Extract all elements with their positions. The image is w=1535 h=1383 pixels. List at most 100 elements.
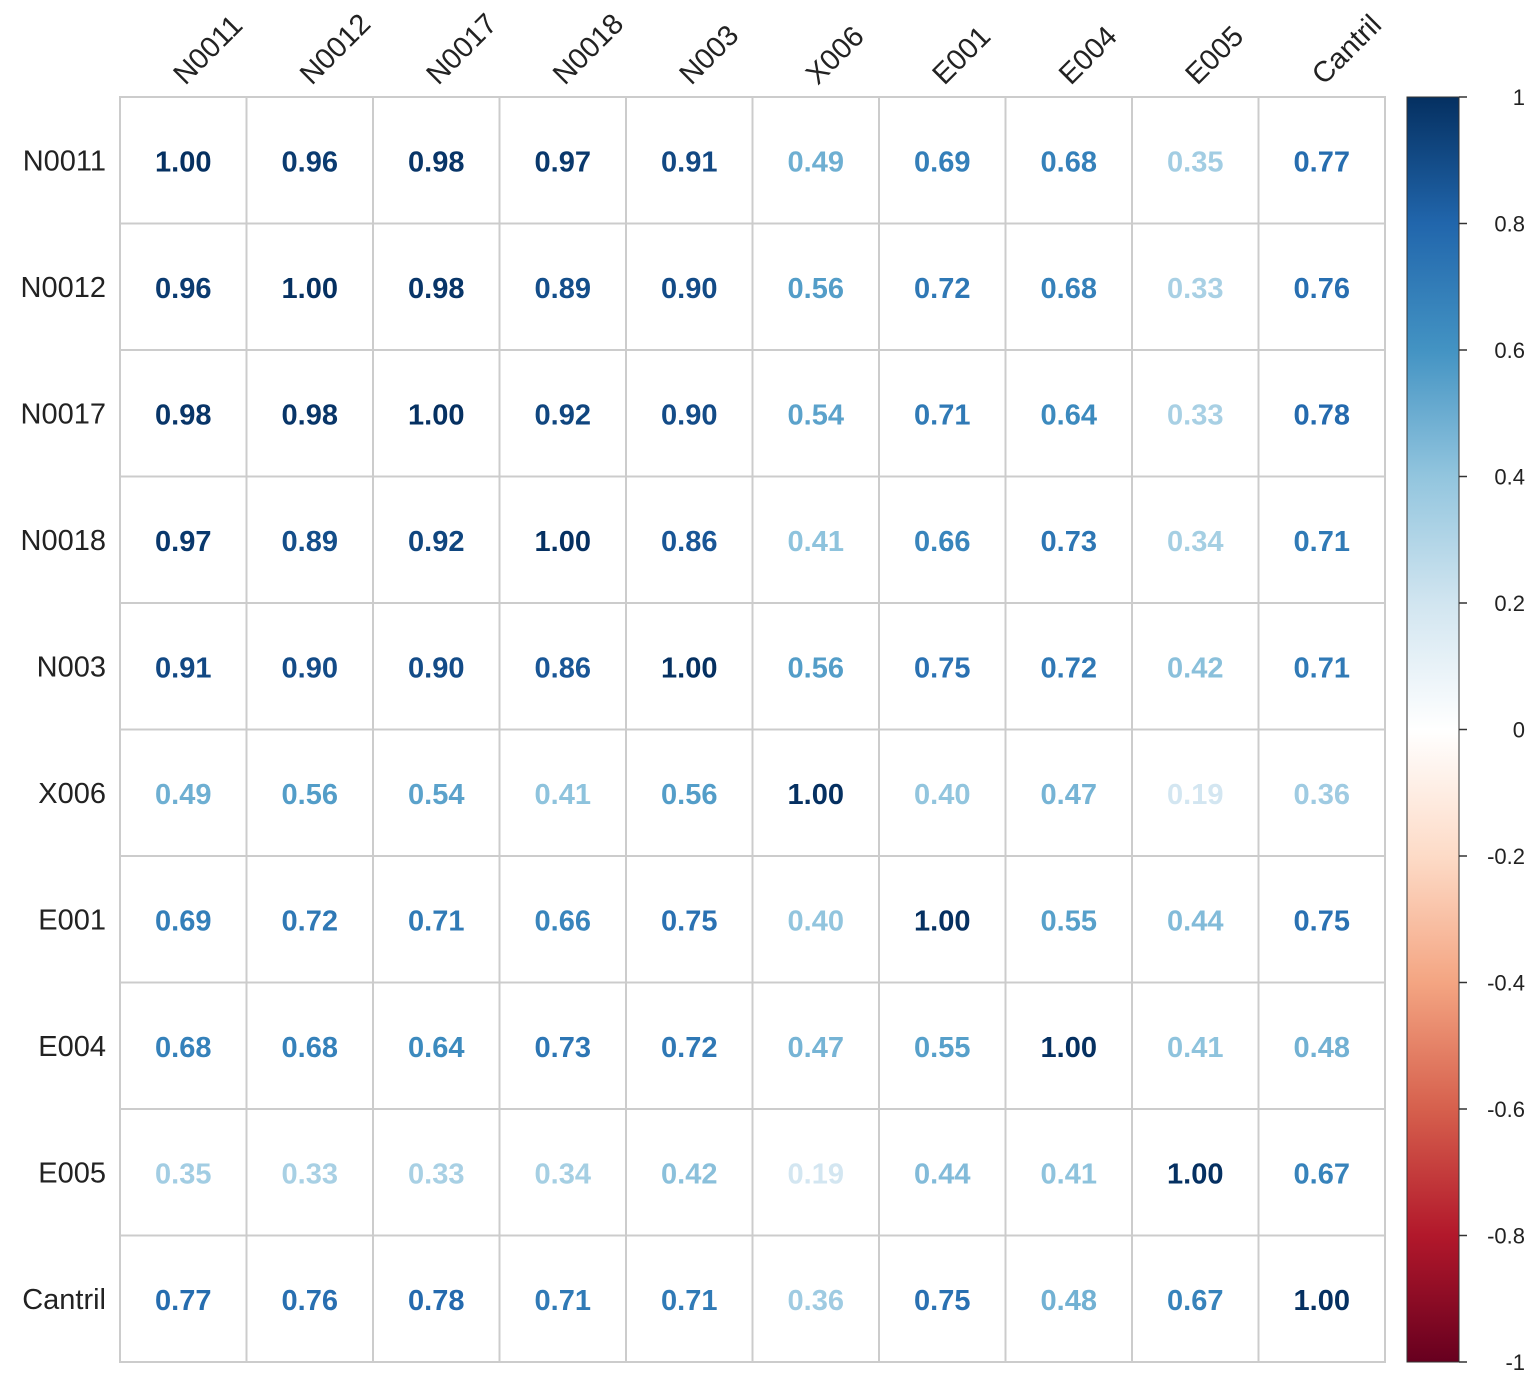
cell-value-label: 0.33 (1167, 399, 1223, 431)
cell-value-label: 0.72 (914, 273, 970, 305)
heatmap-cell (245, 96, 374, 225)
cell-value-label: 0.71 (914, 399, 970, 431)
cell-value-label: 0.72 (661, 1032, 717, 1064)
cell-value-label: 0.98 (408, 273, 464, 305)
heatmap-cell (751, 96, 880, 225)
heatmap-cell (372, 1108, 501, 1237)
cell-value-label: 0.71 (535, 1285, 591, 1317)
cell-value-label: 0.40 (914, 779, 970, 811)
heatmap-cell (1004, 222, 1133, 351)
cell-value-label: 0.64 (408, 1032, 464, 1064)
cell-value-label: 0.41 (788, 526, 844, 558)
heatmap-cell (245, 1234, 374, 1363)
heatmap-cell (245, 222, 374, 351)
cell-value-label: 0.48 (1041, 1285, 1097, 1317)
heatmap-cell (1004, 96, 1133, 225)
column-label: X006 (800, 20, 871, 91)
cell-value-label: 0.86 (535, 652, 591, 684)
cell-value-label: 0.75 (661, 905, 717, 937)
cell-value-label: 0.97 (535, 146, 591, 178)
heatmap-cell (372, 1234, 501, 1363)
cell-value-label: 0.90 (661, 399, 717, 431)
heatmap-cell (878, 1234, 1007, 1363)
colorbar-tick-label: -1 (1505, 1350, 1525, 1375)
cell-value-label: 0.33 (408, 1158, 464, 1190)
cell-value-label: 0.67 (1294, 1158, 1350, 1190)
heatmap-cell (751, 1234, 880, 1363)
cell-value-label: 0.56 (788, 273, 844, 305)
column-label: N0011 (168, 9, 250, 91)
heatmap-cell (1004, 855, 1133, 984)
cell-value-label: 0.49 (155, 779, 211, 811)
heatmap-cell (372, 981, 501, 1110)
cell-value-label: 0.44 (1167, 905, 1223, 937)
heatmap-cell (1257, 1234, 1386, 1363)
cell-value-label: 0.76 (282, 1285, 338, 1317)
cell-value-label: 0.48 (1294, 1032, 1350, 1064)
cell-value-label: 1.00 (282, 273, 338, 305)
heatmap-cell (372, 96, 501, 225)
cell-value-label: 1.00 (535, 526, 591, 558)
heatmap-cell (751, 602, 880, 731)
cell-value-label: 0.68 (282, 1032, 338, 1064)
row-label: X006 (38, 778, 106, 810)
heatmap-cell (372, 602, 501, 731)
heatmap-cell (245, 349, 374, 478)
heatmap-cell (119, 855, 248, 984)
heatmap-cell (498, 728, 627, 857)
cell-value-label: 0.86 (661, 526, 717, 558)
cell-value-label: 0.68 (1041, 273, 1097, 305)
row-label: N0012 (21, 272, 106, 304)
heatmap-cell (751, 728, 880, 857)
cell-value-label: 0.47 (788, 1032, 844, 1064)
heatmap-cells (119, 96, 1386, 1363)
heatmap-cell (1131, 1234, 1260, 1363)
heatmap-cell (751, 222, 880, 351)
heatmap-cell (1004, 602, 1133, 731)
cell-value-label: 0.78 (1294, 399, 1350, 431)
cell-value-label: 1.00 (788, 779, 844, 811)
cell-value-label: 1.00 (1294, 1285, 1350, 1317)
heatmap-cell (878, 981, 1007, 1110)
cell-value-label: 0.36 (788, 1285, 844, 1317)
colorbar-tick-label: -0.2 (1487, 844, 1525, 869)
cell-value-label: 0.66 (914, 526, 970, 558)
heatmap-cell (1131, 222, 1260, 351)
cell-value-label: 0.90 (408, 652, 464, 684)
row-label: N0017 (21, 398, 106, 430)
cell-value-label: 0.75 (914, 1285, 970, 1317)
row-labels: N0011 N0012 N0017 N0018 N003 X006 E001 E004 E005… (21, 145, 106, 1316)
heatmap-cell (1131, 981, 1260, 1110)
row-label: N0011 (23, 145, 106, 177)
cell-value-label: 0.71 (408, 905, 464, 937)
cell-value-label: 0.35 (1167, 146, 1223, 178)
heatmap-cell (119, 349, 248, 478)
colorbar-tick-label: 1 (1513, 85, 1525, 110)
heatmap-cell (878, 855, 1007, 984)
row-label: E005 (38, 1157, 106, 1189)
cell-value-label: 0.54 (788, 399, 844, 431)
heatmap-cell (1257, 602, 1386, 731)
heatmap-cell (245, 602, 374, 731)
heatmap-cell (119, 475, 248, 604)
heatmap-cell (498, 222, 627, 351)
cell-value-label: 0.72 (1041, 652, 1097, 684)
heatmap-cell (878, 1108, 1007, 1237)
colorbar-tick-label: -0.8 (1487, 1224, 1525, 1249)
heatmap-cell (1004, 981, 1133, 1110)
row-label: E004 (38, 1031, 106, 1063)
cell-value-label: 0.73 (535, 1032, 591, 1064)
cell-value-label: 0.47 (1041, 779, 1097, 811)
cell-value-label: 0.54 (408, 779, 464, 811)
colorbar-tick-label: 0.2 (1494, 591, 1525, 616)
cell-value-label: 0.42 (1167, 652, 1223, 684)
row-label: N003 (37, 651, 106, 683)
cell-value-label: 0.55 (914, 1032, 970, 1064)
heatmap-cell (1131, 475, 1260, 604)
cell-value-label: 0.75 (914, 652, 970, 684)
column-label: N003 (674, 19, 746, 91)
heatmap-cell (1004, 1108, 1133, 1237)
heatmap-cell (1131, 728, 1260, 857)
heatmap-cell (498, 981, 627, 1110)
heatmap-cell (1131, 349, 1260, 478)
